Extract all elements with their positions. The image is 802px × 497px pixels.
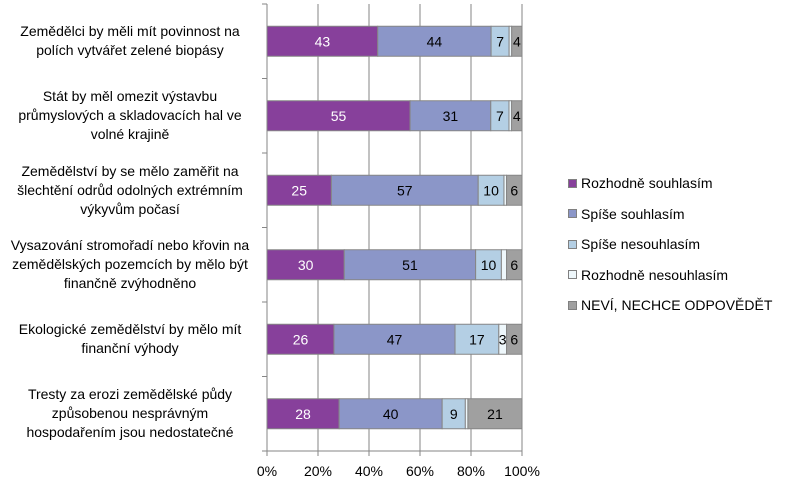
bar-segment [343, 249, 477, 281]
x-tick-label: 20% [303, 463, 333, 479]
legend-swatch [568, 239, 577, 249]
bar-segment [330, 174, 479, 206]
bar-segment [266, 174, 332, 206]
x-tick-label: 100% [504, 463, 540, 479]
bar-segment [477, 174, 505, 206]
bar-segment [266, 25, 379, 57]
legend: Rozhodně souhlasím Spíše souhlasím Spíše n… [568, 168, 772, 321]
data-label: 4 [513, 33, 521, 49]
legend-swatch [568, 300, 577, 310]
bar-segment [511, 100, 523, 132]
legend-item: NEVÍ, NECHCE ODPOVĚDĚT [568, 290, 772, 321]
data-label: 21 [487, 406, 503, 422]
x-tick-label: 0% [256, 463, 278, 479]
data-label: 28 [295, 406, 311, 422]
bar-segment [506, 249, 523, 281]
legend-swatch [568, 209, 577, 219]
legend-item: Spíše souhlasím [568, 199, 772, 230]
category-label: Ekologické zemědělství by mělo mít finan… [18, 321, 242, 357]
data-label: 44 [427, 33, 443, 49]
data-label: 9 [450, 406, 458, 422]
data-label: 17 [469, 331, 485, 347]
legend-label: Spíše souhlasím [581, 205, 685, 222]
category-label: Stát by měl omezit výstavbu průmyslových… [18, 88, 242, 143]
data-label: 6 [510, 182, 518, 198]
bar-segment [475, 249, 502, 281]
legend-label: NEVÍ, NECHCE ODPOVĚDĚT [581, 297, 773, 314]
x-tick-label: 40% [354, 463, 384, 479]
category-label: Zemědělci by měli mít povinnost na políc… [20, 23, 240, 59]
legend-item: Rozhodně nesouhlasím [568, 260, 772, 291]
bar-segment [506, 174, 523, 206]
x-tick-label: 60% [405, 463, 435, 479]
data-label: 47 [387, 331, 403, 347]
legend-label: Rozhodně souhlasím [581, 175, 713, 192]
data-label: 4 [513, 108, 521, 124]
category-label: Tresty za erozi zemědělské půdy způsoben… [26, 386, 234, 441]
bar-segment [266, 100, 411, 132]
bar-segment [377, 25, 492, 57]
bar-segment [500, 249, 508, 281]
x-tick-label: 80% [456, 463, 486, 479]
data-label: 31 [443, 108, 459, 124]
data-label: 43 [315, 33, 331, 49]
data-label: 51 [402, 257, 418, 273]
data-label: 26 [293, 331, 309, 347]
legend-item: Rozhodně souhlasím [568, 168, 772, 199]
bar-segment [409, 100, 492, 132]
data-label: 40 [383, 406, 399, 422]
data-label: 25 [291, 182, 307, 198]
legend-swatch [568, 178, 577, 188]
legend-item: Spíše nesouhlasím [568, 229, 772, 260]
data-label: 57 [397, 182, 413, 198]
data-label: 7 [496, 33, 504, 49]
legend-swatch [568, 270, 577, 280]
category-label: Zemědělství by se mělo zaměřit na šlecht… [17, 162, 243, 217]
data-label: 10 [481, 257, 497, 273]
data-label: 6 [510, 331, 518, 347]
data-label: 3 [499, 331, 507, 347]
data-label: 55 [331, 108, 347, 124]
bar-segment [266, 398, 340, 430]
legend-label: Rozhodně nesouhlasím [581, 266, 729, 283]
data-label: 30 [298, 257, 314, 273]
bar-segment [467, 398, 523, 430]
category-label: Vysazování stromořadí nebo křovin na zem… [10, 237, 250, 292]
data-label: 10 [483, 182, 499, 198]
bar-segment [506, 323, 523, 355]
legend-label: Spíše nesouhlasím [581, 236, 701, 253]
bar-segment [338, 398, 443, 430]
data-label: 7 [496, 108, 504, 124]
data-label: 6 [510, 257, 518, 273]
bar-segment [266, 323, 335, 355]
bar-segment [511, 25, 523, 57]
bar-segment [266, 249, 345, 281]
